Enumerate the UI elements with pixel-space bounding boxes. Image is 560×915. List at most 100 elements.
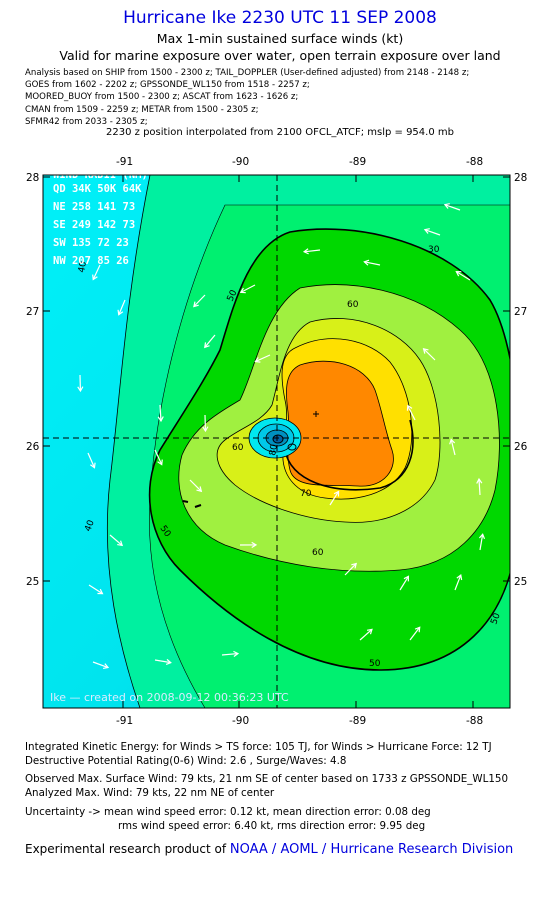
lat-label-left: 25 — [26, 576, 39, 588]
wind-vector-head — [196, 486, 203, 493]
contour-labels: 30 40 50 60 70 80 40 50 60 50 50 60 — [77, 245, 503, 669]
lat-label-right: 27 — [514, 306, 527, 318]
destructive-potential: Destructive Potential Rating(0-6) Wind: … — [25, 755, 347, 767]
wind-vector — [88, 584, 103, 595]
wind-analysis-map: 30 40 50 60 70 80 40 50 60 50 50 60 WIND… — [26, 156, 528, 727]
contour-label-50-east: 50 — [489, 612, 502, 626]
lon-label-top: -89 — [349, 156, 366, 168]
wind-vector — [118, 299, 126, 315]
source-line: CMAN from 1509 - 2259 z; METAR from 1500… — [25, 104, 259, 115]
source-line: SFMR42 from 2033 - 2305 z; — [25, 116, 148, 127]
wind-vector — [304, 249, 321, 253]
wind-vector — [478, 478, 481, 496]
wind-vector — [454, 574, 462, 591]
wind-radii-columns: QD 34K 50K 64K — [53, 183, 142, 195]
wind-vector — [399, 576, 409, 591]
contour-label-60: 60 — [347, 300, 359, 310]
lat-label-right: 26 — [514, 441, 528, 453]
wind-vector-head — [333, 490, 340, 497]
source-line: MOORED_BUOY from 1500 - 2300 z; ASCAT fr… — [25, 92, 299, 103]
axis-labels: -91 -90 -89 -88 -91 -90 -89 -88 28 27 26… — [26, 156, 528, 727]
contour-label-70: 70 — [300, 489, 312, 499]
wind-vector-head — [456, 573, 463, 581]
wind-vector-head — [422, 347, 429, 354]
subtitle: Max 1-min sustained surface winds (kt) — [156, 31, 404, 46]
contour-label-50: 50 — [226, 288, 240, 303]
source-line: GOES from 1602 - 2202 z; GPSSONDE_WL150 … — [25, 80, 310, 91]
hrd-link[interactable]: NOAA / AOML / Hurricane Research Divisio… — [229, 842, 514, 857]
wind-vector — [159, 404, 162, 422]
wind-vector-head — [478, 533, 486, 540]
wind-vector-head — [406, 404, 413, 411]
wind-vector-head — [202, 426, 209, 433]
wind-vector-head — [254, 357, 261, 363]
wind-vector-head — [423, 228, 430, 234]
wind-vector-head — [165, 658, 172, 666]
wind-vector-head — [455, 271, 462, 277]
wind-vector — [424, 229, 441, 236]
contour-label-30: 30 — [428, 245, 440, 255]
uncertainty-mean: Uncertainty -> mean wind speed error: 0.… — [25, 806, 431, 818]
wind-vector-head — [239, 287, 246, 294]
wind-vector — [221, 652, 238, 656]
analysis-sources: Analysis based on SHIP from 1500 - 2300 … — [25, 67, 469, 128]
wind-vector-head — [103, 663, 110, 670]
wind-vector-head — [117, 540, 124, 547]
lon-label-top: -88 — [466, 156, 483, 168]
source-line: Analysis based on SHIP from 1500 - 2300 … — [25, 68, 470, 78]
wind-vector-head — [92, 274, 98, 281]
wind-vector-head — [233, 650, 240, 658]
wind-vector-head — [443, 203, 450, 209]
wind-vector — [409, 626, 421, 641]
wind-vector-head — [403, 575, 410, 582]
wind-vector-head — [251, 541, 258, 549]
subtitle-exposure: Valid for marine exposure over water, op… — [59, 48, 501, 63]
wind-vector — [189, 479, 202, 492]
wind-radii-table: WIND RADII (NM) QD 34K 50K 64K NE 258 14… — [53, 175, 148, 267]
wind-vector — [87, 452, 96, 468]
coastline-fragment — [182, 500, 202, 508]
lon-label-bottom: -88 — [466, 715, 483, 727]
wind-vector — [407, 405, 416, 421]
created-stamp: Ike — created on 2008-09-12 00:36:23 UTC — [50, 691, 289, 704]
wind-radii-row-nw: NW 207 85 26 — [53, 255, 129, 267]
lon-label-bottom: -90 — [232, 715, 249, 727]
wind-vector — [240, 284, 256, 293]
wind-vectors — [77, 203, 486, 670]
wind-vector-head — [77, 386, 84, 393]
wind-vector-head — [476, 477, 483, 484]
footer: Experimental research product of NOAA / … — [25, 842, 513, 857]
lat-label-right: 28 — [514, 172, 527, 184]
wind-vector — [359, 628, 373, 641]
lon-label-bottom: -91 — [116, 715, 133, 727]
contour-label-40-west: 40 — [83, 519, 96, 533]
lat-label-right: 25 — [514, 576, 527, 588]
wind-vector-head — [157, 416, 164, 423]
wind-vector — [450, 439, 456, 456]
observed-max-wind: Observed Max. Surface Wind: 79 kts, 21 n… — [25, 773, 509, 785]
lat-label-left: 28 — [26, 172, 39, 184]
max-wind-marker — [313, 411, 319, 417]
wind-vector-head — [204, 342, 210, 349]
eye-wall-contour — [284, 419, 414, 491]
wind-vector-head — [302, 248, 309, 255]
wind-vector — [154, 659, 171, 664]
wind-vector-head — [449, 438, 456, 445]
wind-vector — [92, 661, 109, 669]
map-frame — [42, 174, 511, 709]
contour-label-60-west: 60 — [232, 443, 244, 453]
wind-vector-head — [363, 259, 370, 266]
wind-vector-head — [97, 588, 104, 595]
wind-vector — [364, 261, 381, 266]
wind-vector-head — [351, 562, 357, 569]
wind-vector — [204, 334, 216, 348]
wind-radii-row-ne: NE 258 141 73 — [53, 201, 135, 213]
wind-vector — [255, 354, 271, 363]
wind-vector — [444, 204, 461, 211]
footer-prefix: Experimental research product of — [25, 842, 230, 856]
wind-vector-head — [117, 309, 124, 316]
uncertainty-rms: rms wind speed error: 6.40 kt, rms direc… — [118, 820, 426, 832]
wind-contour-90 — [286, 360, 394, 487]
ike-energy: Integrated Kinetic Energy: for Winds > T… — [25, 741, 492, 753]
lat-label-left: 26 — [26, 441, 40, 453]
